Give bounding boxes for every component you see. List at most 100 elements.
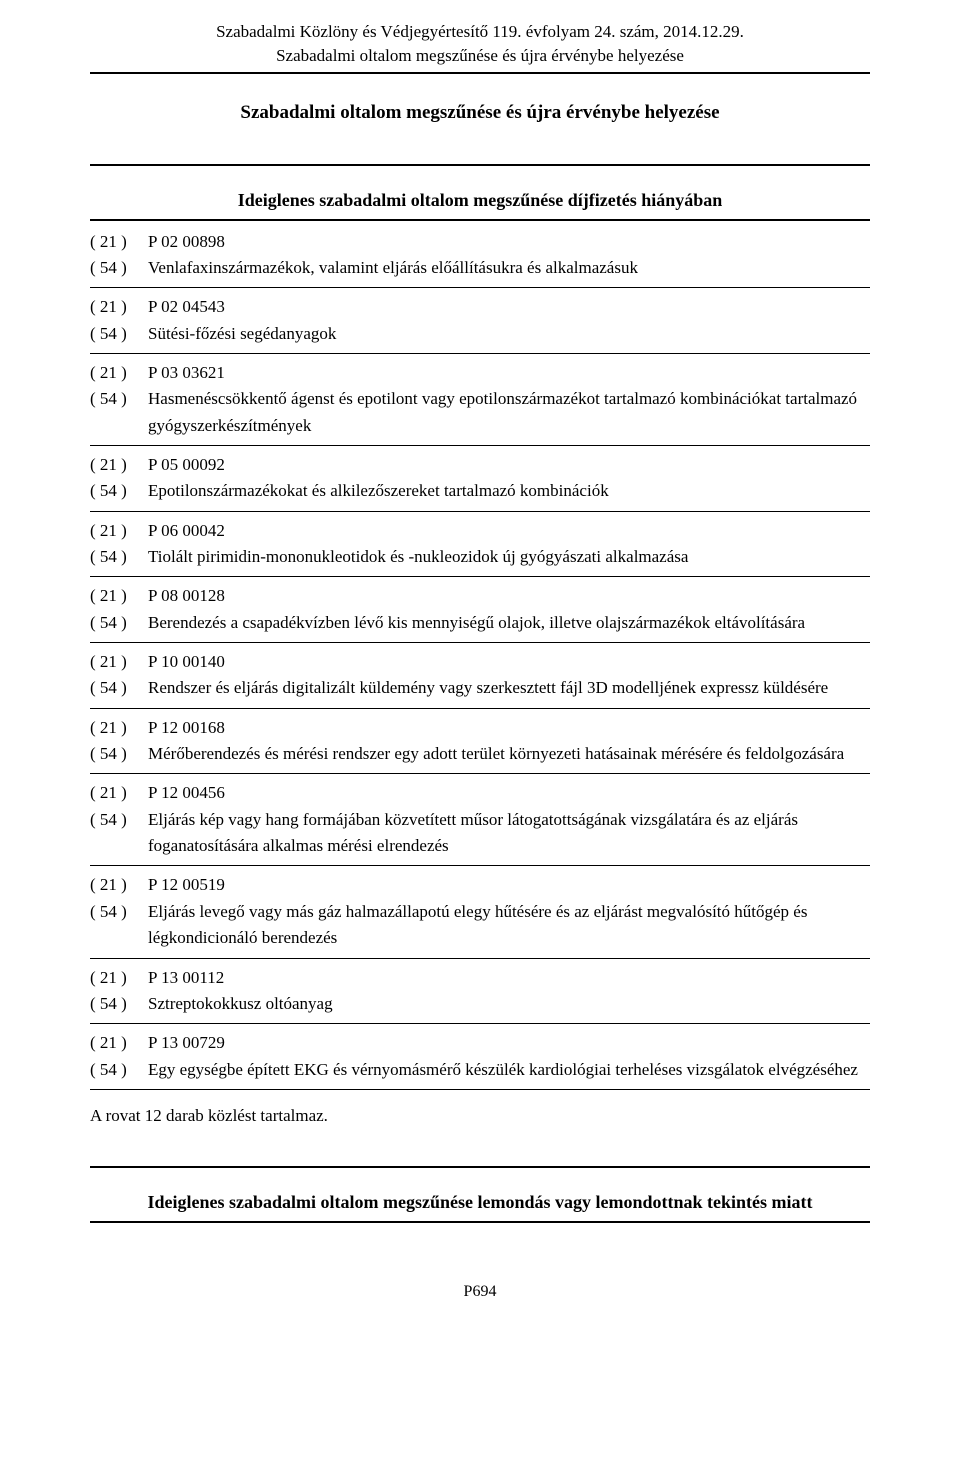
section-bottom-rule [90, 219, 870, 221]
application-number: P 12 00456 [148, 780, 870, 806]
title-text: Rendszer és eljárás digitalizált küldemé… [148, 675, 870, 701]
entry-row-54: ( 54 )Tiolált pirimidin-mononukleotidok … [90, 544, 870, 570]
field-code-54: ( 54 ) [90, 741, 148, 767]
title-text: Epotilonszármazékokat és alkilezőszereke… [148, 478, 870, 504]
entry-row-21: ( 21 )P 02 04543 [90, 294, 870, 320]
section2-top-rule [90, 1166, 870, 1168]
entry-separator [90, 445, 870, 446]
entry-row-21: ( 21 )P 12 00519 [90, 872, 870, 898]
title-text: Sztreptokokkusz oltóanyag [148, 991, 870, 1017]
entry-row-54: ( 54 )Mérőberendezés és mérési rendszer … [90, 741, 870, 767]
title-text: Berendezés a csapadékvízben lévő kis men… [148, 610, 870, 636]
field-code-54: ( 54 ) [90, 991, 148, 1017]
header-line-1: Szabadalmi Közlöny és Védjegyértesítő 11… [90, 20, 870, 44]
entry: ( 21 )P 03 03621( 54 )Hasmenéscsökkentő … [90, 360, 870, 439]
application-number: P 12 00168 [148, 715, 870, 741]
title-text: Mérőberendezés és mérési rendszer egy ad… [148, 741, 870, 767]
field-code-21: ( 21 ) [90, 649, 148, 675]
entry: ( 21 )P 12 00456( 54 )Eljárás kép vagy h… [90, 780, 870, 859]
field-code-54: ( 54 ) [90, 255, 148, 281]
entry-separator [90, 511, 870, 512]
application-number: P 06 00042 [148, 518, 870, 544]
title-text: Egy egységbe épített EKG és vérnyomásmér… [148, 1057, 870, 1083]
field-code-54: ( 54 ) [90, 610, 148, 636]
entry: ( 21 )P 12 00168( 54 )Mérőberendezés és … [90, 715, 870, 768]
summary-line: A rovat 12 darab közlést tartalmaz. [90, 1106, 870, 1126]
entry-separator [90, 642, 870, 643]
entry-row-21: ( 21 )P 02 00898 [90, 229, 870, 255]
title-text: Eljárás levegő vagy más gáz halmazállapo… [148, 899, 870, 952]
title-text: Eljárás kép vagy hang formájában közvetí… [148, 807, 870, 860]
entry-separator [90, 576, 870, 577]
application-number: P 05 00092 [148, 452, 870, 478]
section2-title: Ideiglenes szabadalmi oltalom megszűnése… [90, 1192, 870, 1213]
running-header: Szabadalmi Közlöny és Védjegyértesítő 11… [90, 20, 870, 68]
entry: ( 21 )P 02 04543( 54 )Sütési-főzési segé… [90, 294, 870, 347]
field-code-21: ( 21 ) [90, 360, 148, 386]
entry-separator [90, 958, 870, 959]
entry-row-21: ( 21 )P 12 00168 [90, 715, 870, 741]
entry-row-21: ( 21 )P 13 00729 [90, 1030, 870, 1056]
field-code-54: ( 54 ) [90, 386, 148, 439]
header-rule [90, 72, 870, 74]
entry-row-54: ( 54 )Egy egységbe épített EKG és vérnyo… [90, 1057, 870, 1083]
entry-separator [90, 708, 870, 709]
application-number: P 10 00140 [148, 649, 870, 675]
entry: ( 21 )P 02 00898( 54 )Venlafaxinszármazé… [90, 229, 870, 282]
entry-row-21: ( 21 )P 12 00456 [90, 780, 870, 806]
field-code-54: ( 54 ) [90, 807, 148, 860]
entry-row-54: ( 54 )Eljárás kép vagy hang formájában k… [90, 807, 870, 860]
title-text: Sütési-főzési segédanyagok [148, 321, 870, 347]
entry-row-54: ( 54 )Sütési-főzési segédanyagok [90, 321, 870, 347]
page: Szabadalmi Közlöny és Védjegyértesítő 11… [0, 0, 960, 1341]
section-top-rule [90, 164, 870, 166]
application-number: P 03 03621 [148, 360, 870, 386]
application-number: P 08 00128 [148, 583, 870, 609]
entry-separator [90, 773, 870, 774]
section2-bottom-rule [90, 1221, 870, 1223]
field-code-21: ( 21 ) [90, 583, 148, 609]
entry: ( 21 )P 08 00128( 54 )Berendezés a csapa… [90, 583, 870, 636]
field-code-54: ( 54 ) [90, 1057, 148, 1083]
entry-row-54: ( 54 )Eljárás levegő vagy más gáz halmaz… [90, 899, 870, 952]
entry-row-54: ( 54 )Sztreptokokkusz oltóanyag [90, 991, 870, 1017]
entry-row-54: ( 54 )Rendszer és eljárás digitalizált k… [90, 675, 870, 701]
field-code-21: ( 21 ) [90, 872, 148, 898]
entry-row-21: ( 21 )P 08 00128 [90, 583, 870, 609]
field-code-21: ( 21 ) [90, 518, 148, 544]
field-code-21: ( 21 ) [90, 715, 148, 741]
field-code-54: ( 54 ) [90, 899, 148, 952]
entry: ( 21 )P 06 00042( 54 )Tiolált pirimidin-… [90, 518, 870, 571]
field-code-21: ( 21 ) [90, 294, 148, 320]
entry-row-54: ( 54 )Venlafaxinszármazékok, valamint el… [90, 255, 870, 281]
field-code-54: ( 54 ) [90, 478, 148, 504]
application-number: P 12 00519 [148, 872, 870, 898]
entry-row-21: ( 21 )P 05 00092 [90, 452, 870, 478]
section1-title: Ideiglenes szabadalmi oltalom megszűnése… [90, 190, 870, 211]
entries-list: ( 21 )P 02 00898( 54 )Venlafaxinszármazé… [90, 229, 870, 1090]
field-code-21: ( 21 ) [90, 1030, 148, 1056]
application-number: P 13 00729 [148, 1030, 870, 1056]
title-text: Hasmenéscsökkentő ágenst és epotilont va… [148, 386, 870, 439]
entry-separator [90, 1089, 870, 1090]
entry: ( 21 )P 10 00140( 54 )Rendszer és eljárá… [90, 649, 870, 702]
entry-separator [90, 287, 870, 288]
entry-row-54: ( 54 )Epotilonszármazékokat és alkilezős… [90, 478, 870, 504]
title-text: Tiolált pirimidin-mononukleotidok és -nu… [148, 544, 870, 570]
entry-separator [90, 865, 870, 866]
header-line-2: Szabadalmi oltalom megszűnése és újra ér… [90, 44, 870, 68]
application-number: P 02 04543 [148, 294, 870, 320]
field-code-54: ( 54 ) [90, 675, 148, 701]
main-title: Szabadalmi oltalom megszűnése és újra ér… [90, 102, 870, 124]
entry-row-21: ( 21 )P 13 00112 [90, 965, 870, 991]
application-number: P 02 00898 [148, 229, 870, 255]
field-code-54: ( 54 ) [90, 321, 148, 347]
page-number: P694 [90, 1283, 870, 1301]
entry-row-21: ( 21 )P 03 03621 [90, 360, 870, 386]
entry-row-21: ( 21 )P 10 00140 [90, 649, 870, 675]
entry: ( 21 )P 05 00092( 54 )Epotilonszármazéko… [90, 452, 870, 505]
field-code-54: ( 54 ) [90, 544, 148, 570]
entry-row-54: ( 54 )Hasmenéscsökkentő ágenst és epotil… [90, 386, 870, 439]
entry-separator [90, 353, 870, 354]
entry-separator [90, 1023, 870, 1024]
